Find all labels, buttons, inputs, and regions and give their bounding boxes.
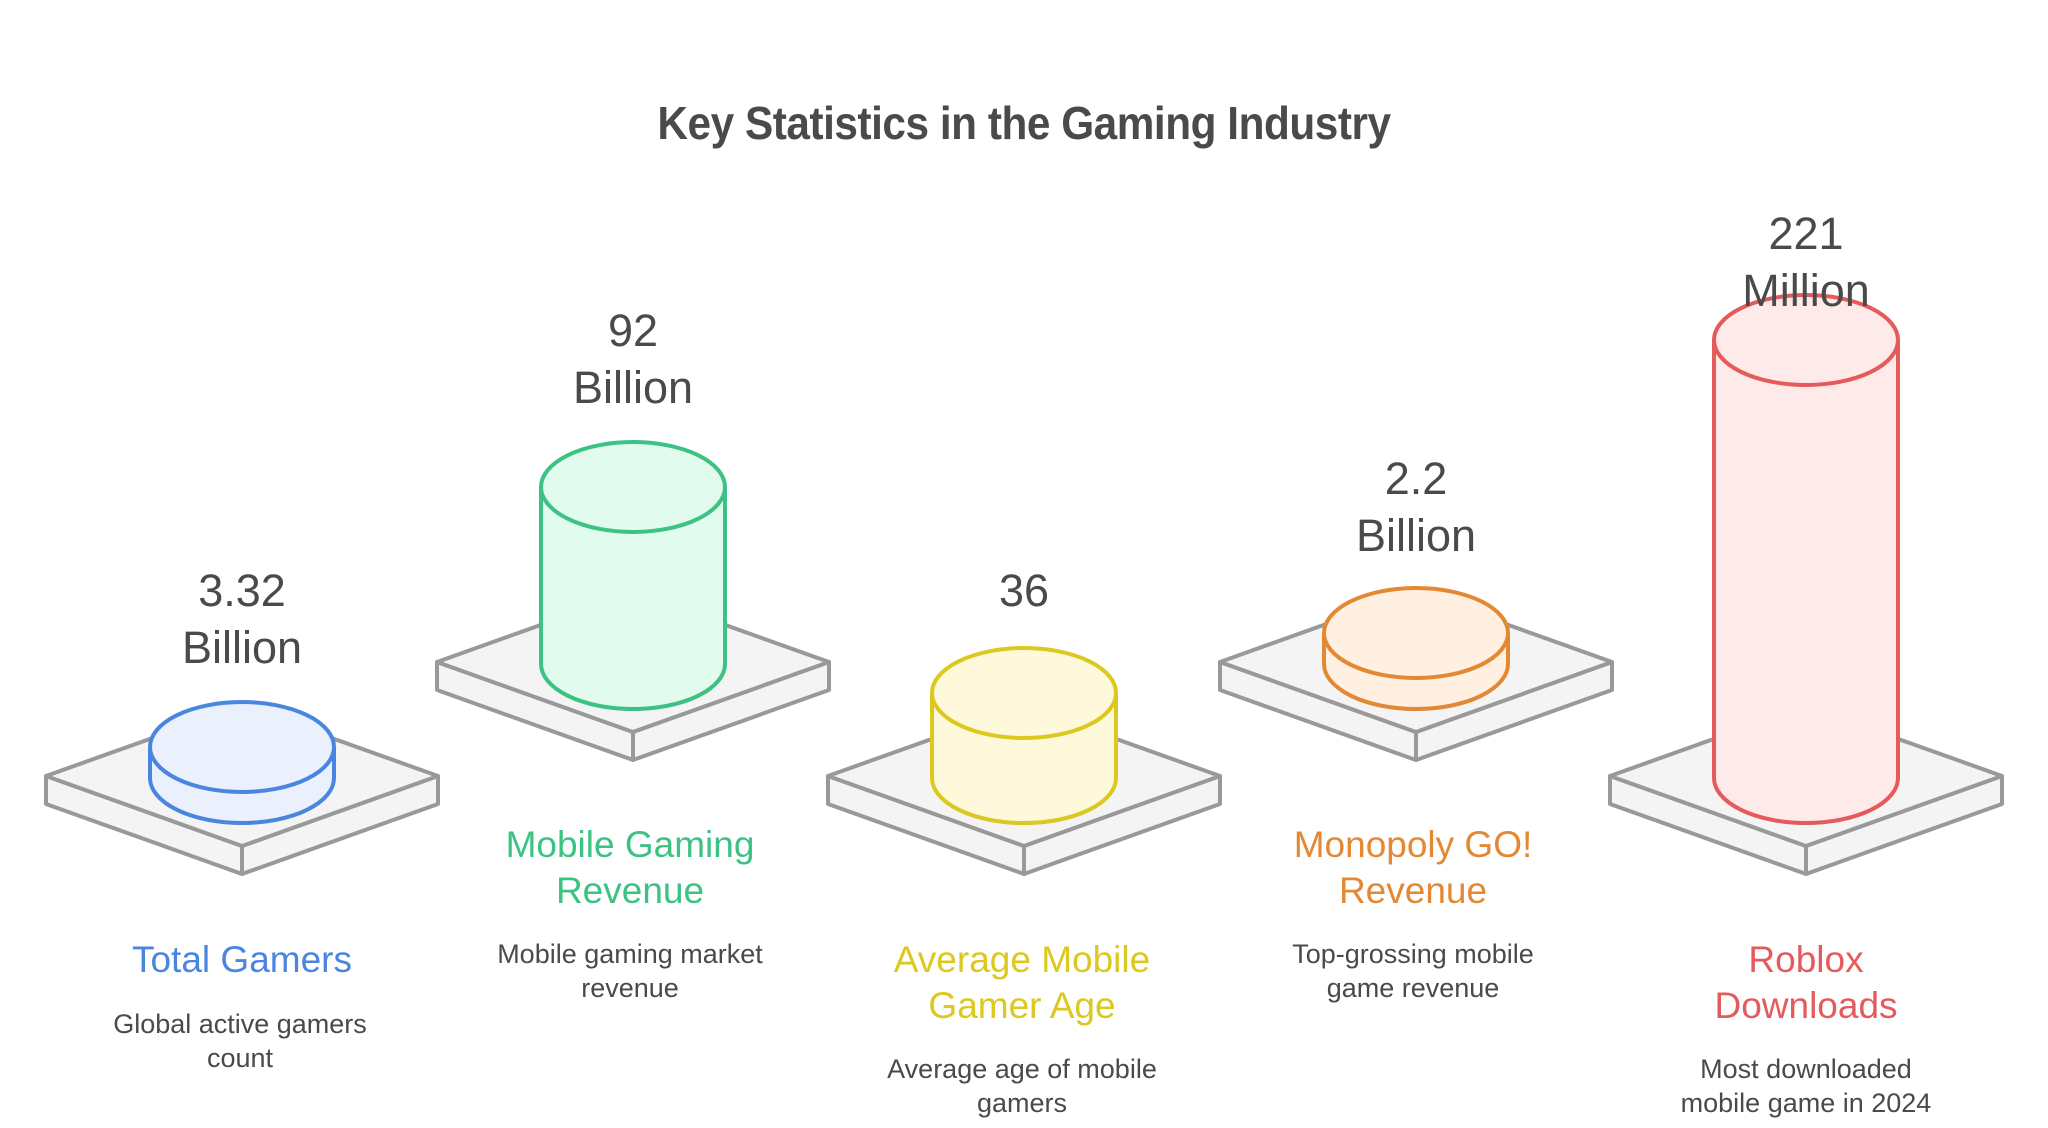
stat-value-2: 36 (874, 562, 1174, 619)
value-number: 2.2 (1384, 453, 1448, 504)
heading-line: Average Mobile (893, 939, 1151, 980)
stat-bar-4 (1608, 293, 2004, 876)
stat-value-3: 2.2 Billion (1266, 450, 1566, 564)
cylinder-4 (1712, 293, 1900, 825)
heading-line: Mobile Gaming (505, 824, 755, 865)
value-number: 3.32 (198, 565, 286, 616)
description-line: Global active gamers (113, 1009, 367, 1039)
stat-description-2: Average age of mobile gamers (852, 1052, 1192, 1120)
description-line: game revenue (1326, 973, 1500, 1003)
heading-line: Total Gamers (131, 939, 352, 980)
value-unit: Billion (572, 362, 694, 413)
cylinder-1 (539, 440, 727, 711)
stat-heading-1: Mobile Gaming Revenue (460, 822, 800, 914)
cylinder-0 (148, 700, 336, 825)
value-number: 92 (607, 305, 659, 356)
page-title: Key Statistics in the Gaming Industry (657, 97, 1391, 149)
stat-value-0: 3.32 Billion (92, 562, 392, 676)
stat-heading-3: Monopoly GO! Revenue (1243, 822, 1583, 914)
description-line: revenue (581, 973, 679, 1003)
stat-bar-0 (44, 700, 440, 876)
stat-value-1: 92 Billion (483, 302, 783, 416)
description-line: Average age of mobile (887, 1054, 1157, 1084)
value-number: 36 (998, 565, 1050, 616)
stat-description-0: Global active gamers count (70, 1007, 410, 1075)
value-unit: Billion (1355, 510, 1477, 561)
stat-value-4: 221 Million (1656, 205, 1956, 319)
stat-bar-3 (1218, 586, 1614, 762)
stat-bar-2 (826, 646, 1222, 876)
description-line: count (206, 1043, 274, 1073)
heading-line: Revenue (1338, 870, 1488, 911)
description-line: Top-grossing mobile (1292, 939, 1534, 969)
heading-line: Gamer Age (928, 985, 1116, 1026)
description-line: gamers (976, 1088, 1068, 1118)
stat-heading-2: Average Mobile Gamer Age (852, 937, 1192, 1029)
stat-heading-0: Total Gamers (72, 937, 412, 983)
stat-description-3: Top-grossing mobile game revenue (1243, 937, 1583, 1005)
cylinder-3 (1322, 586, 1510, 711)
heading-line: Roblox (1748, 939, 1864, 980)
value-number: 221 (1768, 208, 1844, 259)
value-unit: Billion (181, 622, 303, 673)
description-line: mobile game in 2024 (1680, 1088, 1932, 1118)
cylinder-2 (930, 646, 1118, 825)
stat-description-1: Mobile gaming market revenue (460, 937, 800, 1005)
heading-line: Revenue (555, 870, 705, 911)
heading-line: Monopoly GO! (1293, 824, 1533, 865)
stat-heading-4: Roblox Downloads (1636, 937, 1976, 1029)
stat-description-4: Most downloaded mobile game in 2024 (1636, 1052, 1976, 1120)
heading-line: Downloads (1714, 985, 1898, 1026)
description-line: Mobile gaming market (497, 939, 763, 969)
value-unit: Million (1742, 265, 1870, 316)
description-line: Most downloaded (1700, 1054, 1912, 1084)
stat-bar-1 (435, 440, 831, 762)
